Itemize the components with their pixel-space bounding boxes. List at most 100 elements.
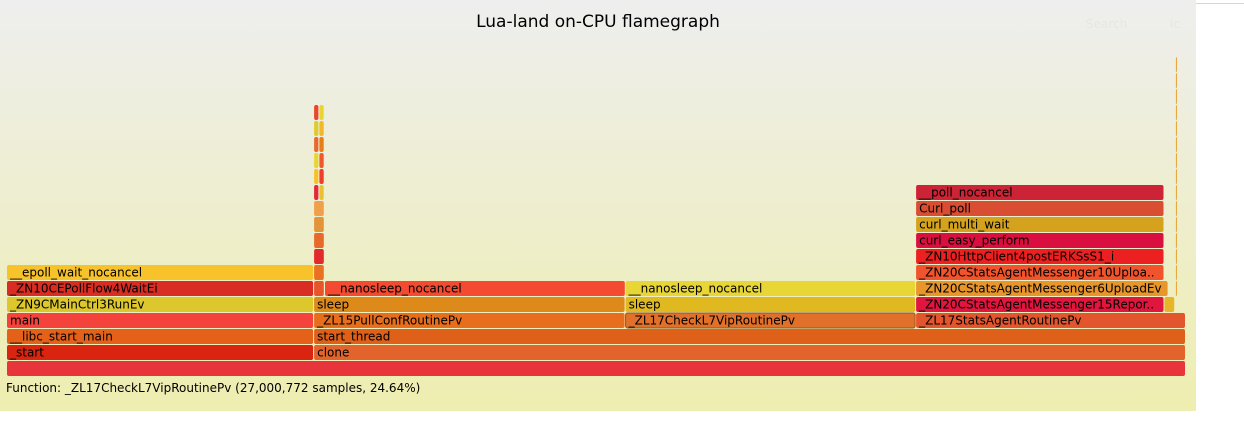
frame[interactable] [1175, 57, 1177, 72]
frame-zn10httpclient4posterksss1-i[interactable]: _ZN10HttpClient4postERKSsS1_i [916, 249, 1164, 264]
frame[interactable] [1175, 73, 1177, 88]
frame[interactable] [319, 137, 324, 152]
frame[interactable] [314, 281, 324, 296]
frame[interactable] [314, 121, 319, 136]
frame[interactable] [1175, 265, 1177, 280]
frame-sleep[interactable]: sleep [625, 297, 916, 312]
frame-rect[interactable] [916, 281, 1168, 296]
frame[interactable] [319, 169, 324, 184]
frame[interactable] [1175, 185, 1177, 200]
frame[interactable] [314, 185, 319, 200]
frame[interactable] [314, 233, 324, 248]
frame-rect[interactable] [625, 297, 916, 312]
frame-main[interactable]: main [7, 313, 314, 328]
frame-clone[interactable]: clone [314, 345, 1186, 360]
frame-rect[interactable] [7, 297, 314, 312]
frame-rect[interactable] [1175, 217, 1177, 232]
frame-rect[interactable] [1175, 233, 1177, 248]
frame[interactable] [1164, 297, 1175, 312]
frame-rect[interactable] [1175, 57, 1177, 72]
frame[interactable] [314, 217, 324, 232]
frame-rect[interactable] [625, 281, 916, 296]
search-button[interactable]: Search [1086, 17, 1128, 31]
frame-rect[interactable] [7, 329, 314, 344]
frame[interactable] [1175, 137, 1177, 152]
frame[interactable] [314, 153, 319, 168]
frame-rect[interactable] [7, 265, 314, 280]
frame-rect[interactable] [916, 217, 1164, 232]
frame-zn9cmainctrl3runev[interactable]: _ZN9CMainCtrl3RunEv [7, 297, 314, 312]
frame-rect[interactable] [1175, 201, 1177, 216]
frame-rect[interactable] [314, 105, 319, 120]
frame-rect[interactable] [1175, 73, 1177, 88]
frame-libc-start-main[interactable]: __libc_start_main [7, 329, 314, 344]
frame[interactable] [314, 105, 319, 120]
frame-rect[interactable] [314, 281, 324, 296]
frame-rect[interactable] [1175, 185, 1177, 200]
frame[interactable] [319, 185, 324, 200]
frame-rect[interactable] [314, 201, 324, 216]
frame-rect[interactable] [325, 281, 625, 296]
frame-rect[interactable] [916, 249, 1164, 264]
frame-rect[interactable] [916, 201, 1164, 216]
frame-rect[interactable] [7, 345, 314, 360]
frame-rect[interactable] [1175, 121, 1177, 136]
frame-nanosleep-nocancel[interactable]: __nanosleep_nocancel [625, 281, 916, 296]
frame-rect[interactable] [625, 312, 916, 329]
frame-epoll-wait-nocancel[interactable]: __epoll_wait_nocancel [7, 265, 314, 280]
frame-rect[interactable] [1175, 249, 1177, 264]
frame-rect[interactable] [314, 313, 625, 328]
frame-rect[interactable] [916, 313, 1185, 328]
frame[interactable] [314, 201, 324, 216]
frame-rect[interactable] [1164, 297, 1175, 312]
frame-rect[interactable] [319, 153, 324, 168]
frame-zn10cepollflow4waitei[interactable]: _ZN10CEPollFlow4WaitEi [7, 281, 314, 296]
frame-rect[interactable] [314, 233, 324, 248]
frame[interactable] [1175, 249, 1177, 264]
frame-rect[interactable] [314, 185, 319, 200]
frame-rect[interactable] [1175, 137, 1177, 152]
frame[interactable] [314, 249, 324, 264]
frame-rect[interactable] [319, 185, 324, 200]
frame-rect[interactable] [1175, 153, 1177, 168]
frame-rect[interactable] [314, 329, 1186, 344]
frame-zn20cstatsagentmessenger6uploadev[interactable]: _ZN20CStatsAgentMessenger6UploadEv [916, 281, 1168, 296]
frame[interactable] [314, 169, 319, 184]
frame-rect[interactable] [1175, 105, 1177, 120]
frame[interactable] [319, 105, 324, 120]
frame-nanosleep-nocancel[interactable]: __nanosleep_nocancel [325, 281, 625, 296]
frame-rect[interactable] [1175, 265, 1177, 280]
frame-curl-easy-perform[interactable]: curl_easy_perform [916, 233, 1164, 248]
frame-rect[interactable] [1175, 281, 1177, 296]
frame-zl17statsagentroutinepv[interactable]: _ZL17StatsAgentRoutinePv [916, 313, 1185, 328]
frame-rect[interactable] [314, 121, 319, 136]
frame[interactable] [1175, 169, 1177, 184]
frame-rect[interactable] [314, 137, 319, 152]
frame-rect[interactable] [314, 297, 625, 312]
frame-start-thread[interactable]: start_thread [314, 329, 1186, 344]
frame[interactable] [7, 361, 1185, 376]
frame-rect[interactable] [7, 313, 314, 328]
frame[interactable] [314, 265, 324, 280]
frame[interactable] [319, 121, 324, 136]
frame-rect[interactable] [916, 297, 1164, 312]
frame[interactable] [314, 137, 319, 152]
frame-rect[interactable] [314, 153, 319, 168]
frame-rect[interactable] [314, 249, 324, 264]
frame[interactable] [1175, 153, 1177, 168]
frame-zn20cstatsagentmessenger10upload[interactable]: _ZN20CStatsAgentMessenger10Uploa.. [916, 265, 1164, 280]
frame-rect[interactable] [7, 281, 314, 296]
frame[interactable] [1175, 281, 1177, 296]
ignore-case-toggle[interactable]: ic [1170, 17, 1180, 31]
frame-rect[interactable] [7, 361, 1185, 376]
frame-rect[interactable] [319, 137, 324, 152]
frame-sleep[interactable]: sleep [314, 297, 625, 312]
frame-poll-nocancel[interactable]: __poll_nocancel [916, 185, 1164, 200]
frame-rect[interactable] [314, 345, 1186, 360]
frame[interactable] [1175, 121, 1177, 136]
frame[interactable] [1175, 105, 1177, 120]
frame-curl-poll[interactable]: Curl_poll [916, 201, 1164, 216]
frame[interactable] [319, 153, 324, 168]
frame-rect[interactable] [319, 105, 324, 120]
frame-rect[interactable] [916, 233, 1164, 248]
